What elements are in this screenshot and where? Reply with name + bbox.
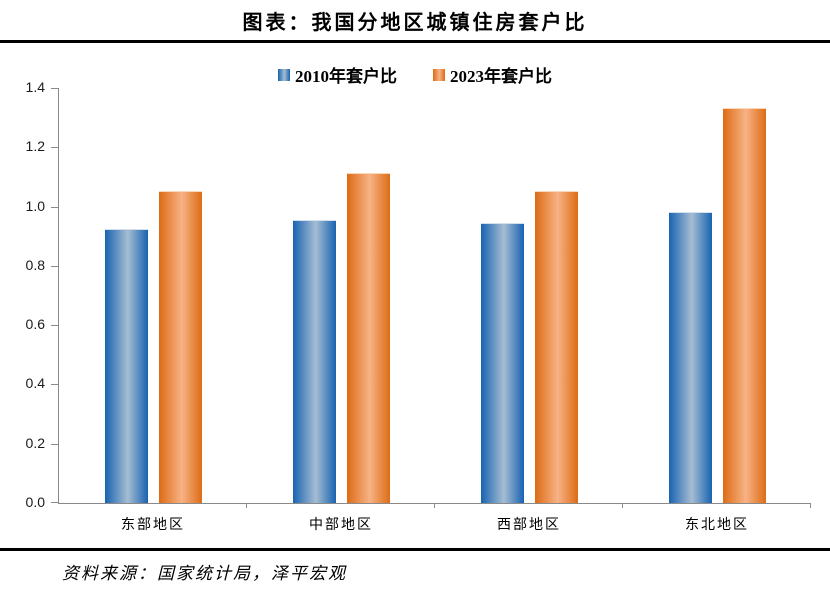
y-axis-tick — [51, 206, 58, 208]
bar-series1-cat3 — [480, 223, 524, 503]
y-axis-tick — [51, 147, 58, 149]
x-axis-label-cat2: 中部地区 — [309, 518, 373, 533]
x-axis-tick — [246, 503, 247, 508]
y-axis-tick — [51, 265, 58, 267]
bar-series1-cat1 — [104, 229, 148, 503]
bar-group-cat1 — [59, 88, 247, 503]
x-axis-labels: 东部地区 中部地区 西部地区 东北地区 — [59, 514, 811, 534]
legend-swatch-icon — [433, 68, 445, 81]
bar-series2-cat2 — [346, 172, 390, 503]
y-axis-tick — [51, 384, 58, 386]
bar-group-cat2 — [247, 88, 435, 503]
x-axis-label-cat4: 东北地区 — [685, 518, 749, 533]
y-axis-tick — [51, 88, 58, 89]
y-axis-tick-label: 0.0 — [25, 494, 45, 510]
bar-series2-cat4 — [722, 107, 766, 503]
y-axis-tick-label: 1.4 — [25, 79, 45, 95]
x-axis-tick — [434, 503, 435, 508]
bar-series2-cat1 — [158, 190, 202, 503]
bar-series1-cat4 — [668, 211, 712, 503]
y-axis-tick-label: 0.4 — [25, 375, 45, 392]
bar-series1-cat2 — [292, 220, 336, 503]
legend-label: 2010年套户比 — [295, 67, 397, 86]
source-note: 资料来源：国家统计局，泽平宏观 — [62, 564, 347, 583]
y-axis-tick-label: 0.2 — [25, 434, 45, 451]
legend: 2010年套户比 2023年套户比 — [0, 62, 830, 87]
title-divider — [0, 40, 830, 43]
x-axis-tick — [622, 503, 623, 508]
plot-area: 东部地区 中部地区 西部地区 东北地区 0.0 0.2 0.4 0.6 0.8 1.0 1.2 1.… — [26, 79, 811, 533]
bar-series2-cat3 — [534, 190, 578, 503]
y-axis-tick — [51, 502, 58, 503]
legend-item-series2: 2023年套户比 — [433, 62, 552, 87]
bar-group-cat3 — [435, 88, 623, 503]
legend-swatch-icon — [278, 68, 290, 81]
x-axis-tick — [810, 503, 811, 508]
page-title: 图表：我国分地区城镇住房套户比 — [242, 12, 588, 34]
y-axis-tick — [51, 325, 58, 327]
x-axis-label-cat1: 东部地区 — [121, 518, 185, 533]
x-axis-label-cat3: 西部地区 — [497, 518, 561, 533]
footer-divider — [0, 548, 830, 551]
legend-label: 2023年套户比 — [450, 67, 552, 86]
bar-group-cat4 — [623, 88, 811, 503]
y-axis-tick-label: 1.2 — [25, 138, 45, 155]
y-axis-tick — [51, 443, 58, 445]
bars-container — [59, 88, 811, 503]
y-axis-tick-label: 0.6 — [25, 316, 45, 333]
y-axis-tick-label: 1.0 — [25, 197, 45, 214]
legend-item-series1: 2010年套户比 — [278, 62, 397, 87]
y-axis-tick-label: 0.8 — [25, 256, 45, 273]
